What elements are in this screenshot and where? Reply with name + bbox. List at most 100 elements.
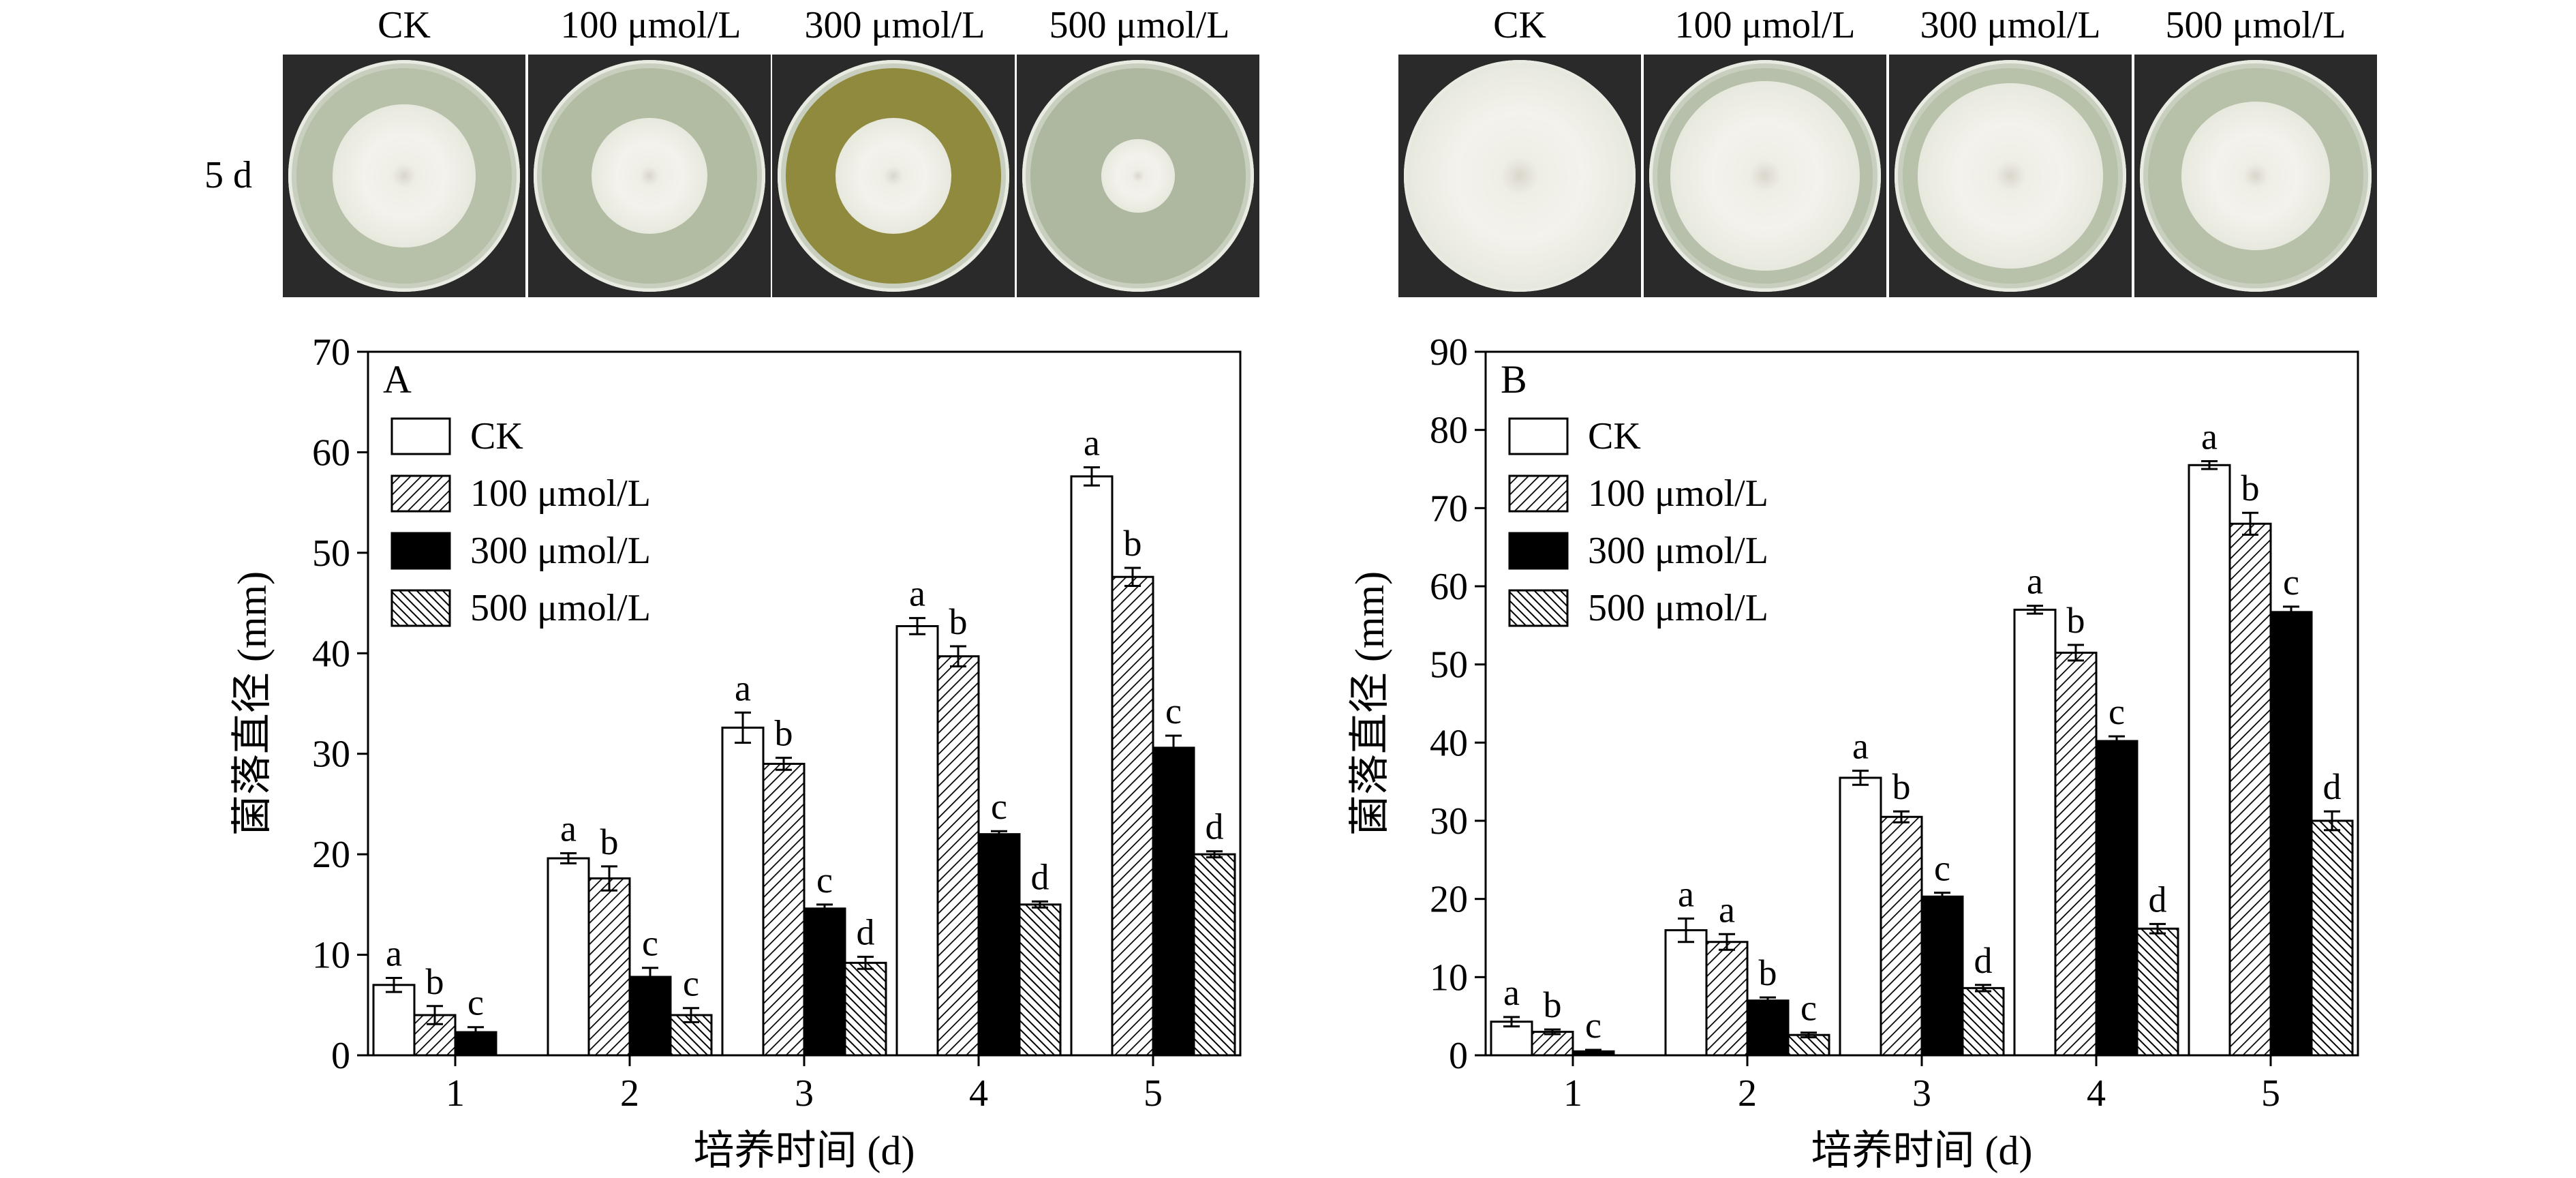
x-tick-label: 2 xyxy=(620,1072,639,1115)
bar xyxy=(1152,746,1195,1057)
y-tick-label: 90 xyxy=(1430,331,1468,374)
significance-letter: b xyxy=(2241,468,2260,509)
panel-label: A xyxy=(383,357,412,402)
petri-dish-photo xyxy=(772,55,1015,297)
x-tick-label: 3 xyxy=(795,1072,814,1115)
petri-dish xyxy=(534,60,765,292)
y-tick-label: 70 xyxy=(312,331,350,374)
y-tick-label: 20 xyxy=(312,834,350,876)
legend-label: 100 μmol/L xyxy=(1588,472,1768,515)
significance-letter: d xyxy=(2323,766,2342,807)
x-tick-label: 5 xyxy=(1144,1072,1163,1115)
legend-label: CK xyxy=(470,415,523,457)
x-axis-title: 培养时间 (d) xyxy=(1811,1128,2033,1173)
y-tick-label: 20 xyxy=(1430,879,1468,921)
bar xyxy=(2136,927,2179,1057)
legend-swatch xyxy=(390,474,451,513)
x-tick-label: 4 xyxy=(969,1072,988,1115)
fungal-colony xyxy=(592,118,707,234)
significance-letter: d xyxy=(1206,806,1224,847)
bar xyxy=(762,762,806,1057)
significance-letter: a xyxy=(2027,561,2043,602)
significance-letter: c xyxy=(642,923,658,964)
bar xyxy=(372,984,416,1057)
bar xyxy=(1664,929,1708,1057)
fungal-colony xyxy=(1407,63,1632,288)
y-tick-label: 60 xyxy=(1430,566,1468,608)
y-tick-label: 50 xyxy=(1430,644,1468,686)
significance-letter: c xyxy=(467,982,484,1023)
x-axis-title: 培养时间 (d) xyxy=(694,1128,915,1173)
petri-dish xyxy=(1404,60,1636,292)
bar xyxy=(2188,464,2231,1057)
y-tick-label: 80 xyxy=(1430,410,1468,452)
legend-label: 300 μmol/L xyxy=(470,530,651,572)
significance-letter: c xyxy=(2283,562,2299,603)
photo-header-a-300: 300 μmol/L xyxy=(804,4,985,46)
petri-dish xyxy=(778,60,1009,292)
bar xyxy=(895,624,939,1057)
legend-swatch xyxy=(1508,417,1569,455)
significance-letter: a xyxy=(1503,972,1520,1013)
y-tick-label: 10 xyxy=(1430,956,1468,999)
significance-letter: a xyxy=(560,809,577,849)
bar xyxy=(721,726,765,1057)
significance-letter: b xyxy=(1544,984,1562,1025)
bar xyxy=(587,877,631,1057)
petri-dish-photo xyxy=(283,55,525,297)
legend-label: CK xyxy=(1588,415,1641,457)
y-tick-label: 70 xyxy=(1430,487,1468,530)
petri-dish-photo xyxy=(1398,55,1641,297)
y-axis-title: 菌落直径 (mm) xyxy=(1347,571,1392,836)
bar xyxy=(1839,776,1882,1057)
bar xyxy=(2013,608,2057,1057)
significance-letter: c xyxy=(1800,988,1817,1029)
y-tick-label: 50 xyxy=(312,532,350,575)
y-tick-label: 40 xyxy=(1430,722,1468,764)
petri-dish xyxy=(1022,60,1254,292)
x-tick-label: 3 xyxy=(1912,1072,1931,1115)
legend-swatch xyxy=(390,589,451,627)
legend-swatch xyxy=(390,417,451,455)
y-tick-label: 30 xyxy=(1430,800,1468,843)
petri-dish xyxy=(2140,60,2372,292)
bar xyxy=(1961,986,2005,1057)
legend-swatch xyxy=(390,532,451,570)
photo-header-b-ck: CK xyxy=(1493,4,1546,46)
significance-letter: c xyxy=(816,860,833,901)
petri-dish-photo xyxy=(2134,55,2377,297)
significance-letter: b xyxy=(426,961,444,1002)
y-tick-label: 0 xyxy=(1449,1035,1468,1077)
panel-label: B xyxy=(1501,357,1527,402)
y-tick-label: 60 xyxy=(312,432,350,474)
y-tick-label: 0 xyxy=(331,1035,350,1077)
x-tick-label: 5 xyxy=(2261,1072,2280,1115)
x-tick-label: 1 xyxy=(1563,1072,1582,1115)
bar xyxy=(1787,1033,1830,1057)
legend-label: 100 μmol/L xyxy=(470,472,651,515)
bar xyxy=(2269,611,2313,1057)
bar xyxy=(1531,1031,1574,1057)
x-tick-label: 1 xyxy=(446,1072,465,1115)
significance-letter: d xyxy=(1974,940,1993,981)
legend-label: 500 μmol/L xyxy=(470,587,651,629)
significance-letter: d xyxy=(857,912,875,953)
significance-letter: b xyxy=(1759,952,1777,993)
fungal-colony xyxy=(332,104,476,248)
significance-letter: a xyxy=(386,933,402,973)
bar xyxy=(1018,903,1062,1057)
bar xyxy=(936,655,980,1057)
photo-header-b-100: 100 μmol/L xyxy=(1674,4,1856,46)
significance-letter: a xyxy=(1719,889,1735,930)
petri-dish-photo xyxy=(1017,55,1259,297)
bar xyxy=(977,833,1021,1057)
significance-letter: b xyxy=(600,821,619,862)
significance-letter: c xyxy=(1934,847,1950,888)
significance-letter: b xyxy=(775,713,793,754)
significance-letter: b xyxy=(1124,523,1142,564)
fungal-colony xyxy=(2181,102,2330,250)
fungal-colony xyxy=(1101,138,1176,213)
significance-letter: b xyxy=(1892,766,1911,807)
significance-letter: a xyxy=(909,573,925,614)
bar xyxy=(628,976,672,1057)
